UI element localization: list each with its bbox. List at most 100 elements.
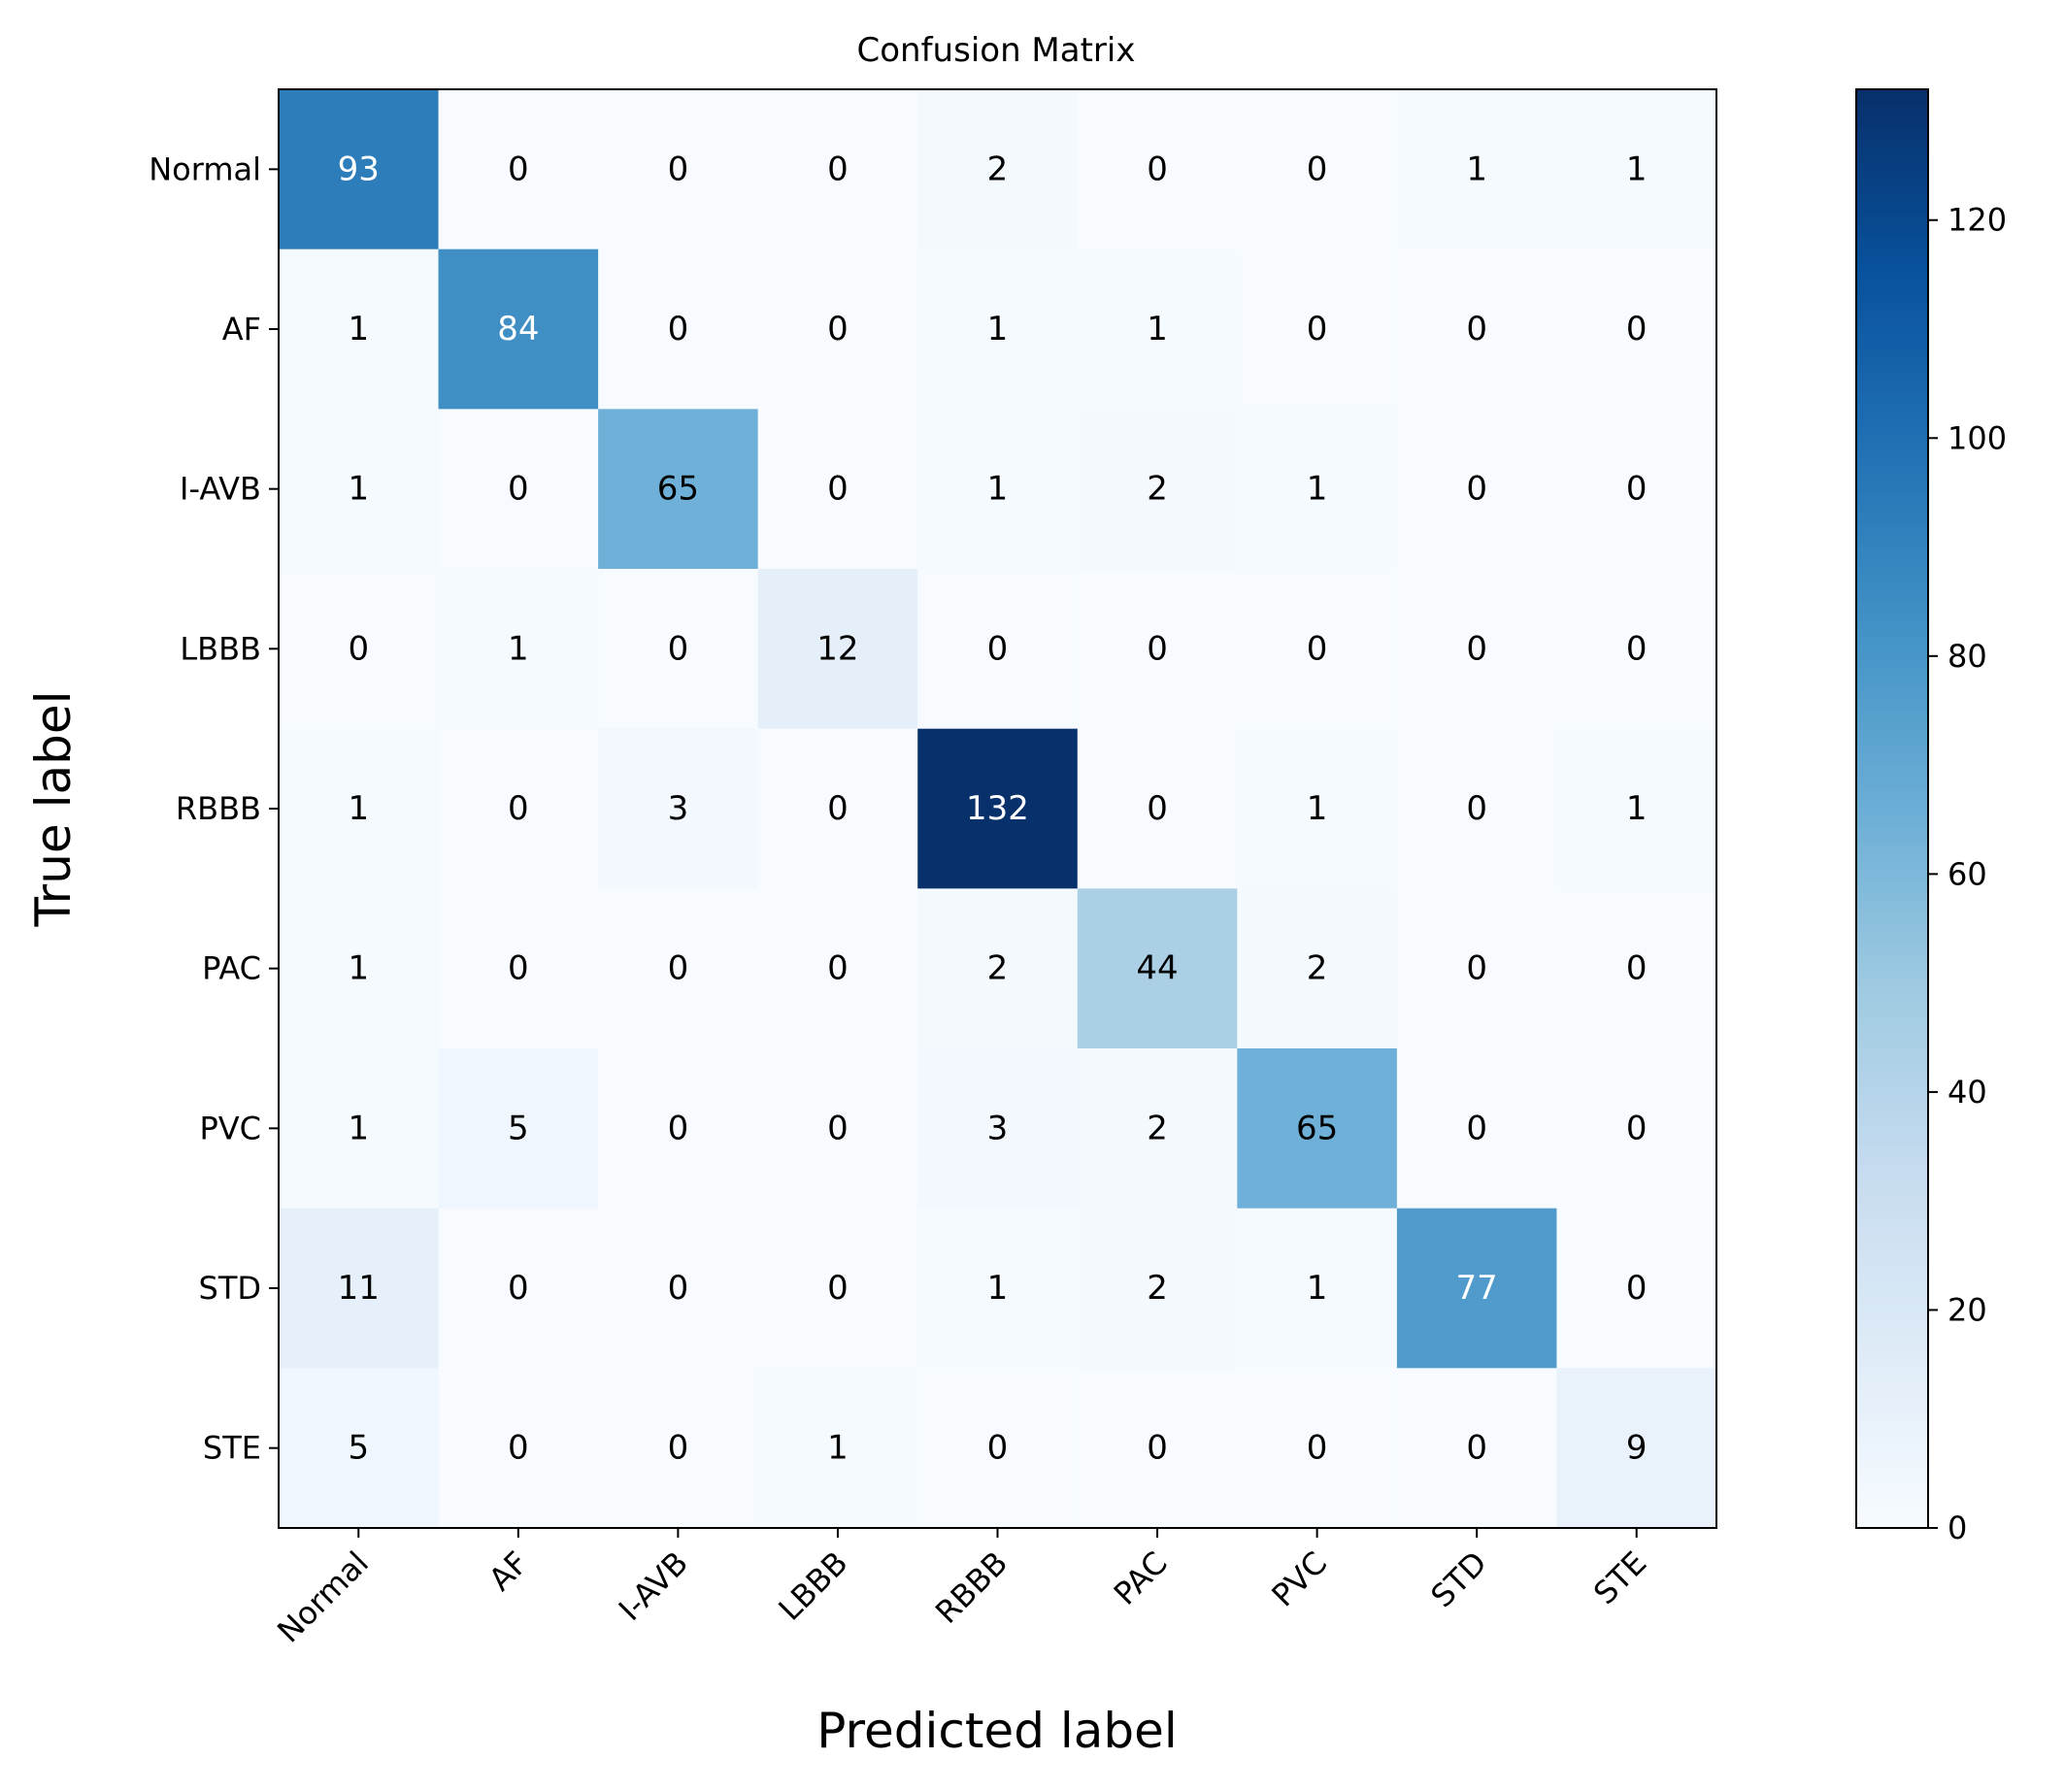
cell-value-label: 1 bbox=[348, 310, 369, 348]
colorbar-ticks: 0 20 40 60 80 100 120 bbox=[1928, 202, 2007, 1546]
heatmap-cell bbox=[1077, 569, 1238, 730]
heatmap-cell bbox=[1077, 1048, 1238, 1210]
x-tick-label: AF bbox=[482, 1544, 535, 1598]
heatmap-cell bbox=[917, 1368, 1079, 1529]
heatmap-cell bbox=[598, 1368, 759, 1529]
heatmap-cell bbox=[279, 1048, 440, 1210]
heatmap-cell bbox=[917, 888, 1079, 1049]
heatmap-cell bbox=[1396, 888, 1558, 1049]
cell-value-label: 0 bbox=[508, 1269, 529, 1308]
heatmap-cell bbox=[598, 409, 759, 570]
colorbar-fill bbox=[1856, 89, 1928, 1528]
cell-labels: 93 0 0 0 2 0 0 1 11 84 0 0 1 1 0 0 01 0 65 0 1 2 1 0 00 1 0 12 0 0 0 0 0… bbox=[338, 149, 1648, 1467]
cell-value-label: 2 bbox=[1147, 1109, 1168, 1147]
y-tick-label: AF bbox=[222, 311, 261, 348]
cell-value-label: 0 bbox=[1466, 470, 1487, 509]
heatmap-cell bbox=[917, 409, 1079, 570]
cell-value-label: 5 bbox=[508, 1109, 529, 1147]
cell-value-label: 1 bbox=[1626, 149, 1648, 188]
cell-value-label: 0 bbox=[1626, 1269, 1648, 1308]
cell-value-label: 0 bbox=[827, 789, 849, 828]
cell-value-label: 1 bbox=[1307, 1269, 1328, 1308]
cell-value-label: 1 bbox=[1147, 310, 1168, 348]
heatmap-cell bbox=[1077, 1208, 1238, 1369]
heatmap-cell bbox=[438, 89, 599, 250]
heatmap-cell bbox=[598, 1048, 759, 1210]
heatmap-cell bbox=[917, 1208, 1079, 1369]
heatmap-cell bbox=[598, 569, 759, 730]
cell-value-label: 0 bbox=[1307, 1429, 1328, 1468]
x-axis-label: Predicted label bbox=[816, 1703, 1178, 1759]
x-tick-label: Normal bbox=[270, 1544, 376, 1650]
cell-value-label: 0 bbox=[668, 149, 689, 188]
cell-value-label: 12 bbox=[816, 629, 858, 668]
cell-value-label: 0 bbox=[508, 149, 529, 188]
heatmap-cell bbox=[279, 569, 440, 730]
colorbar-frame bbox=[1855, 88, 1929, 1529]
cell-value-label: 132 bbox=[966, 789, 1029, 828]
heatmap-cell bbox=[598, 249, 759, 410]
cell-value-label: 65 bbox=[657, 470, 699, 509]
heatmap-cell bbox=[1077, 249, 1238, 410]
heatmap-cell bbox=[917, 728, 1079, 889]
cell-value-label: 0 bbox=[987, 1429, 1009, 1468]
x-tick-label: LBBB bbox=[772, 1544, 855, 1628]
cell-value-label: 2 bbox=[1307, 949, 1328, 988]
heatmap-cell bbox=[1077, 1368, 1238, 1529]
heatmap-cell bbox=[1396, 1368, 1558, 1529]
cell-value-label: 77 bbox=[1456, 1269, 1498, 1308]
heatmap-cell bbox=[917, 249, 1079, 410]
cell-value-label: 0 bbox=[987, 629, 1009, 668]
heatmap-cell bbox=[757, 569, 918, 730]
heatmap-cell bbox=[438, 249, 599, 410]
heatmap-cell bbox=[1396, 1048, 1558, 1210]
cell-value-label: 0 bbox=[827, 310, 849, 348]
heatmap-cell bbox=[1556, 569, 1717, 730]
heatmap-cell bbox=[757, 89, 918, 250]
cell-value-label: 0 bbox=[1466, 949, 1487, 988]
y-tick-label: STE bbox=[203, 1430, 261, 1467]
cell-value-label: 1 bbox=[348, 789, 369, 828]
x-tick-label: PVC bbox=[1264, 1544, 1334, 1614]
heatmap-cell bbox=[279, 249, 440, 410]
cell-value-label: 0 bbox=[508, 1429, 529, 1468]
cell-value-label: 0 bbox=[1626, 949, 1648, 988]
cell-value-label: 3 bbox=[668, 789, 689, 828]
cell-value-label: 0 bbox=[827, 1109, 849, 1147]
heatmap-cell bbox=[1237, 888, 1398, 1049]
heatmap-cell bbox=[1237, 1368, 1398, 1529]
cell-value-label: 0 bbox=[1626, 1109, 1648, 1147]
y-tick-label: RBBB bbox=[176, 790, 261, 827]
heatmap-cell bbox=[1556, 249, 1717, 410]
y-axis: Normal AF I-AVB LBBB RBBB PAC PVC STD STE bbox=[149, 150, 279, 1467]
cell-value-label: 1 bbox=[348, 470, 369, 509]
cell-value-label: 0 bbox=[668, 629, 689, 668]
cell-value-label: 1 bbox=[827, 1429, 849, 1468]
cell-value-label: 0 bbox=[1147, 1429, 1168, 1468]
heatmap-cell bbox=[1396, 728, 1558, 889]
y-tick-label: PAC bbox=[202, 950, 261, 987]
heatmap-cell bbox=[917, 89, 1079, 250]
cell-value-label: 2 bbox=[987, 149, 1009, 188]
cell-value-label: 0 bbox=[668, 949, 689, 988]
cell-value-label: 1 bbox=[1307, 789, 1328, 828]
cell-value-label: 0 bbox=[508, 789, 529, 828]
cell-value-label: 0 bbox=[1466, 629, 1487, 668]
chart-title: Confusion Matrix bbox=[857, 31, 1136, 70]
heatmap-cell bbox=[1396, 409, 1558, 570]
colorbar-tick-label: 0 bbox=[1947, 1510, 1967, 1546]
y-tick-label: I-AVB bbox=[180, 471, 261, 508]
cell-value-label: 0 bbox=[1307, 629, 1328, 668]
y-tick-label: Normal bbox=[149, 150, 261, 187]
heatmap-cell bbox=[757, 409, 918, 570]
cell-value-label: 0 bbox=[1147, 629, 1168, 668]
heatmap-cell bbox=[1556, 1048, 1717, 1210]
heatmap-cell bbox=[279, 89, 440, 250]
heatmap-cell bbox=[598, 888, 759, 1049]
heatmap-cell bbox=[279, 1208, 440, 1369]
cell-value-label: 0 bbox=[827, 149, 849, 188]
heatmap-cell bbox=[1077, 89, 1238, 250]
cell-value-label: 0 bbox=[668, 1429, 689, 1468]
heatmap-cell bbox=[757, 1368, 918, 1529]
